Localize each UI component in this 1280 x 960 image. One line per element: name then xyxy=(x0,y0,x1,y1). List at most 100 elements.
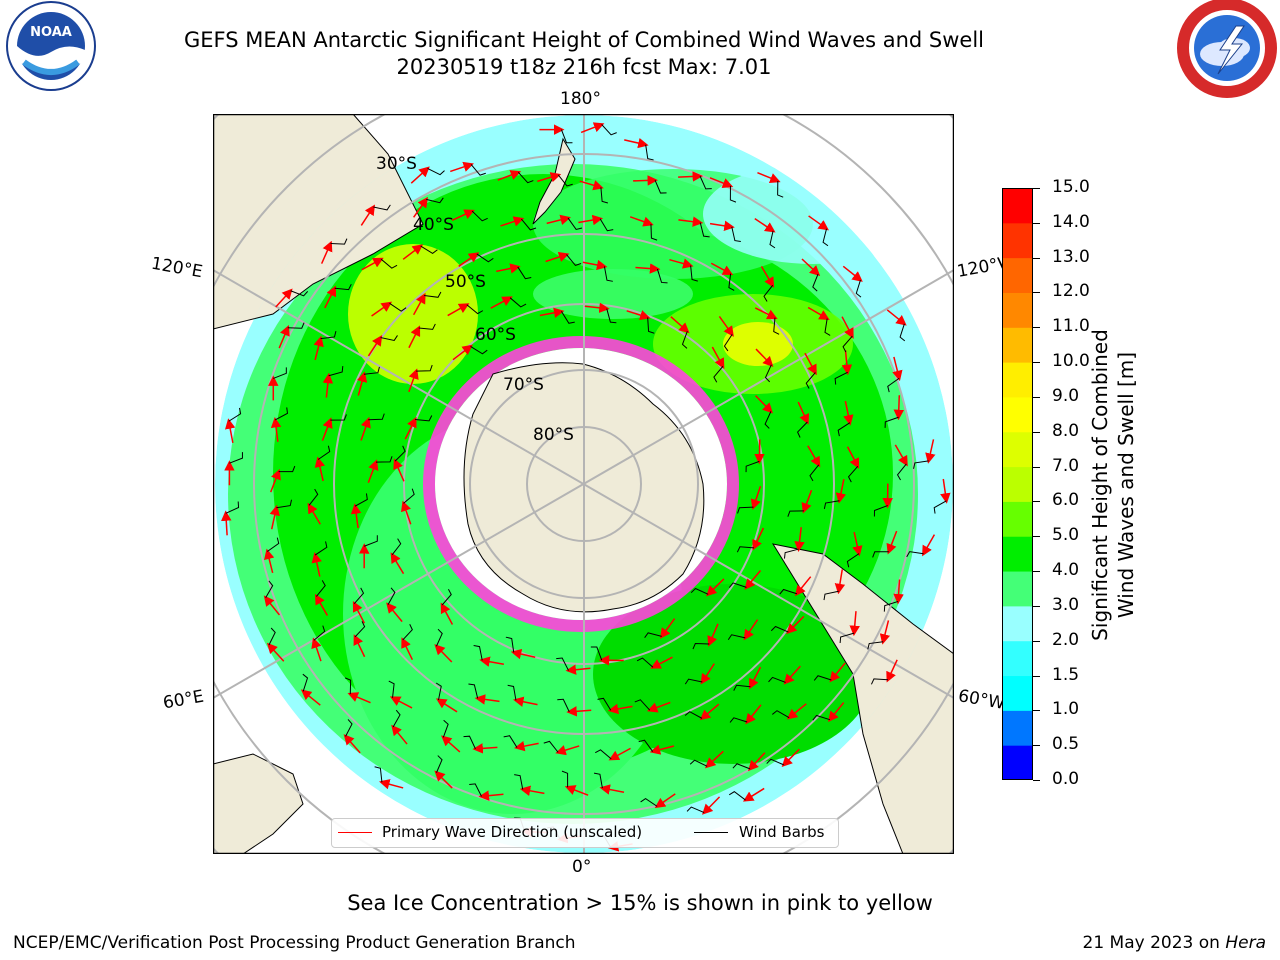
wind-barb xyxy=(713,366,724,383)
colorbar-tick-mark xyxy=(1033,780,1040,781)
wave-arrow xyxy=(472,743,498,754)
colorbar-segment xyxy=(1002,745,1033,780)
wave-arrow xyxy=(757,172,781,184)
wave-arrow xyxy=(704,750,724,769)
wind-barb xyxy=(600,187,609,204)
wind-barb xyxy=(328,366,344,377)
wave-arrow xyxy=(434,770,453,789)
wind-barb xyxy=(388,680,395,698)
wave-arrow xyxy=(410,166,430,184)
wave-arrow xyxy=(314,593,329,616)
wave-arrow xyxy=(278,325,290,349)
wind-barb xyxy=(517,171,534,184)
wind-barb xyxy=(769,230,776,249)
wind-barb xyxy=(560,129,573,144)
wind-barb xyxy=(394,445,406,462)
wave-arrow xyxy=(404,416,417,440)
wave-arrow xyxy=(940,478,951,504)
wave-arrow xyxy=(313,335,324,361)
wave-arrow xyxy=(300,689,321,706)
wind-barb xyxy=(503,735,518,748)
wave-arrow xyxy=(646,701,671,713)
wind-barb xyxy=(656,268,668,284)
wind-barb xyxy=(317,445,331,460)
colorbar-segment xyxy=(1002,536,1033,572)
wind-barb xyxy=(846,553,860,568)
wind-barb xyxy=(389,302,407,312)
wind-barb xyxy=(847,465,859,483)
wind-barb xyxy=(416,364,433,372)
wind-barb xyxy=(873,505,888,517)
wave-arrow xyxy=(367,335,383,357)
wave-arrow xyxy=(450,161,474,173)
wave-arrow xyxy=(754,307,778,320)
wind-barb xyxy=(330,414,347,421)
wave-arrow xyxy=(537,172,562,183)
wind-barb xyxy=(436,755,443,773)
colorbar-tick-mark xyxy=(1033,466,1040,468)
wave-arrow xyxy=(599,784,625,795)
wave-arrow xyxy=(709,177,734,189)
wave-arrow xyxy=(490,296,513,309)
wave-arrow xyxy=(781,748,800,768)
wave-arrow xyxy=(678,171,704,182)
colorbar-tick-label: 1.0 xyxy=(1052,699,1080,720)
wave-arrow xyxy=(500,216,525,227)
wind-barb xyxy=(473,645,483,661)
wind-barb xyxy=(267,537,280,552)
lat-label-80: 80°S xyxy=(533,425,574,445)
wave-arrow xyxy=(699,703,720,721)
wave-arrow xyxy=(361,257,384,271)
wave-arrow xyxy=(322,372,334,398)
wind-barb xyxy=(824,318,831,336)
colorbar-tick-mark xyxy=(1033,605,1040,607)
wave-arrow xyxy=(749,666,762,690)
wave-arrow xyxy=(843,400,854,426)
wave-arrow xyxy=(269,504,280,530)
wind-barb xyxy=(375,456,393,463)
wind-barb xyxy=(823,590,839,601)
wind-barb xyxy=(686,806,705,814)
colorbar-tick-label: 14.0 xyxy=(1052,211,1090,232)
colorbar-tick-mark xyxy=(1033,396,1040,398)
colorbar-segment xyxy=(1002,605,1033,642)
wave-arrow xyxy=(584,302,610,314)
wind-barb xyxy=(278,465,296,473)
wave-arrow xyxy=(452,344,473,361)
wave-arrow xyxy=(842,265,863,282)
wave-arrow xyxy=(435,698,458,713)
colorbar-segment xyxy=(1002,292,1033,328)
colorbar xyxy=(1002,188,1033,780)
colorbar-tick-mark xyxy=(1033,257,1040,259)
wind-barb xyxy=(783,548,799,559)
wave-arrow xyxy=(474,694,500,705)
wave-arrow xyxy=(760,266,775,288)
wave-arrow xyxy=(654,793,676,809)
wave-arrow xyxy=(386,602,403,623)
lat-label-30: 30°S xyxy=(376,154,417,174)
wind-barb xyxy=(521,218,537,231)
wind-barb xyxy=(692,643,710,650)
wind-barb xyxy=(896,463,907,481)
wind-barb xyxy=(228,407,242,422)
wave-arrow xyxy=(408,368,419,393)
wind-barb xyxy=(426,197,444,204)
wind-barb xyxy=(842,335,853,353)
lon-label-0: 0° xyxy=(572,857,592,877)
wave-arrow xyxy=(566,706,592,717)
wind-barb xyxy=(699,175,712,190)
wind-barb xyxy=(590,646,603,661)
wind-barb xyxy=(906,551,924,558)
wave-arrow xyxy=(626,310,651,321)
wind-barb xyxy=(727,634,746,641)
wave-arrow xyxy=(922,534,936,557)
wave-arrow xyxy=(834,569,846,595)
wind-barb xyxy=(805,372,816,389)
wind-barb xyxy=(764,411,772,429)
wave-arrow xyxy=(886,530,898,555)
wind-barb xyxy=(290,290,309,297)
wind-barb xyxy=(636,657,654,668)
wave-arrow xyxy=(707,623,719,647)
wave-arrows xyxy=(221,122,951,852)
wind-barb xyxy=(354,621,366,638)
